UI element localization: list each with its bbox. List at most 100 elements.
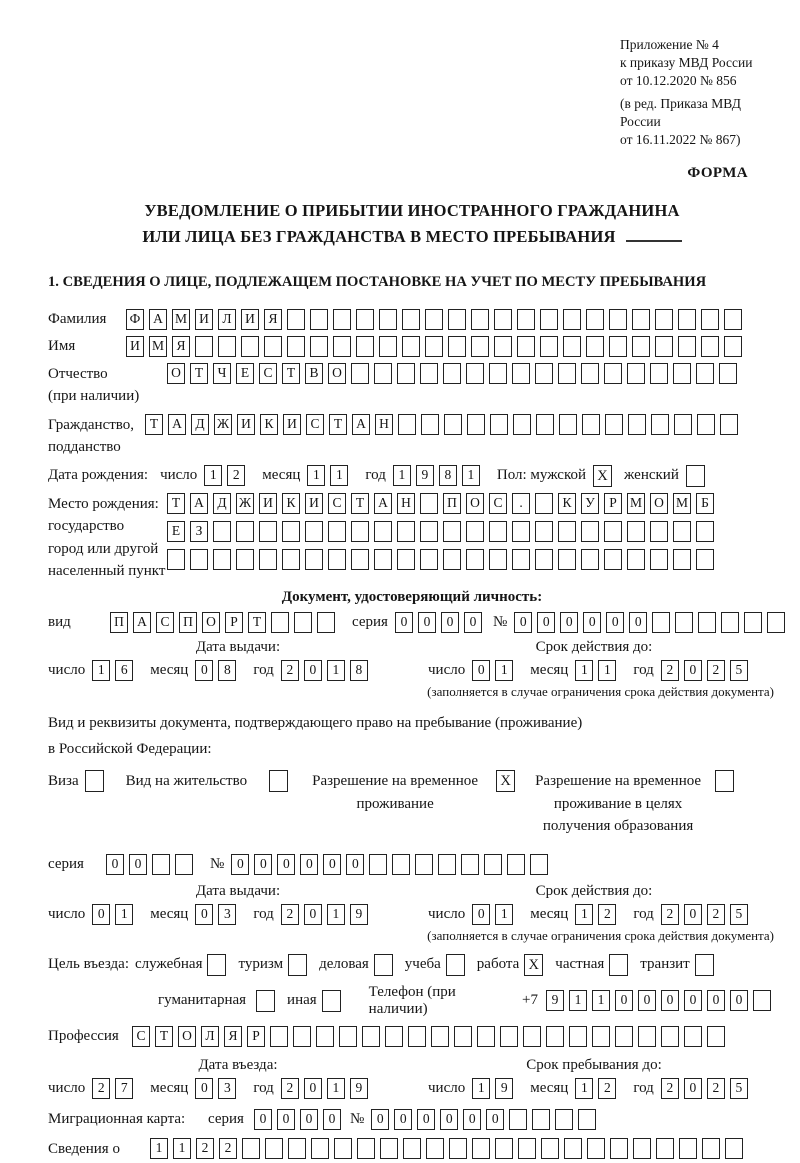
form-cell[interactable]: П [443, 492, 461, 514]
form-cell[interactable] [767, 611, 786, 633]
form-cell[interactable] [674, 413, 692, 435]
form-cell[interactable] [661, 1025, 679, 1047]
form-cell[interactable]: 0 [683, 659, 702, 681]
form-cell[interactable] [415, 853, 434, 875]
form-cell[interactable] [420, 362, 438, 384]
form-cell[interactable]: 0 [417, 1108, 436, 1130]
form-cell[interactable]: Н [397, 492, 415, 514]
form-cell[interactable]: 0 [583, 611, 602, 633]
form-cell[interactable]: 2 [660, 1077, 679, 1099]
form-cell[interactable]: 2 [706, 659, 725, 681]
form-cell[interactable] [213, 520, 231, 542]
form-cell[interactable]: Я [224, 1025, 242, 1047]
form-cell[interactable] [673, 520, 691, 542]
form-cell[interactable]: К [282, 492, 300, 514]
form-cell[interactable] [540, 308, 558, 330]
form-cell[interactable] [564, 1137, 582, 1159]
form-cell[interactable] [270, 1025, 288, 1047]
form-cell[interactable]: 3 [218, 1077, 237, 1099]
form-cell[interactable] [581, 548, 599, 570]
form-cell[interactable] [484, 853, 503, 875]
form-cell[interactable]: Т [351, 492, 369, 514]
form-cell[interactable]: Л [201, 1025, 219, 1047]
form-cell[interactable]: 1 [575, 659, 594, 681]
form-cell[interactable] [218, 335, 236, 357]
form-cell[interactable]: 0 [394, 1108, 413, 1130]
form-cell[interactable]: Я [264, 308, 282, 330]
form-cell[interactable] [259, 548, 277, 570]
form-cell[interactable] [316, 1025, 334, 1047]
form-cell[interactable] [426, 1137, 444, 1159]
form-cell[interactable] [656, 1137, 674, 1159]
form-cell[interactable]: 0 [276, 1108, 295, 1130]
form-cell[interactable] [701, 308, 719, 330]
form-cell[interactable]: 0 [231, 853, 250, 875]
form-cell[interactable]: 0 [346, 853, 365, 875]
form-cell[interactable] [195, 335, 213, 357]
form-cell[interactable] [586, 308, 604, 330]
form-cell[interactable]: 0 [683, 1077, 702, 1099]
form-cell[interactable]: 0 [606, 611, 625, 633]
form-cell[interactable]: С [259, 362, 277, 384]
form-cell[interactable] [305, 520, 323, 542]
form-cell[interactable] [356, 308, 374, 330]
form-cell[interactable]: К [260, 413, 278, 435]
form-cell[interactable] [310, 335, 328, 357]
form-cell[interactable] [471, 335, 489, 357]
form-cell[interactable]: 0 [472, 903, 491, 925]
form-cell[interactable] [408, 1025, 426, 1047]
form-cell[interactable]: 0 [472, 659, 491, 681]
form-cell[interactable]: 2 [706, 903, 725, 925]
form-cell[interactable]: 0 [92, 903, 111, 925]
form-cell[interactable] [328, 520, 346, 542]
form-cell[interactable]: 1 [326, 903, 345, 925]
form-cell[interactable] [719, 362, 737, 384]
form-cell[interactable] [615, 1025, 633, 1047]
form-cell[interactable]: А [190, 492, 208, 514]
form-cell[interactable]: 0 [129, 853, 147, 875]
form-cell[interactable] [652, 611, 671, 633]
form-cell[interactable] [236, 548, 254, 570]
form-cell[interactable]: 0 [303, 659, 322, 681]
form-cell[interactable]: 0 [707, 990, 725, 1012]
form-cell[interactable] [724, 308, 742, 330]
form-cell[interactable] [535, 362, 553, 384]
form-cell[interactable]: 0 [730, 990, 748, 1012]
form-cell[interactable]: 0 [195, 903, 214, 925]
form-cell[interactable] [293, 1025, 311, 1047]
form-cell[interactable]: 0 [683, 903, 702, 925]
form-cell[interactable] [471, 308, 489, 330]
form-cell[interactable]: И [237, 413, 255, 435]
form-cell[interactable]: И [305, 492, 323, 514]
form-cell[interactable] [628, 413, 646, 435]
form-cell[interactable]: Б [696, 492, 714, 514]
form-cell[interactable]: 1 [326, 659, 345, 681]
form-cell[interactable] [334, 1137, 352, 1159]
form-cell[interactable] [605, 413, 623, 435]
form-cell[interactable] [582, 413, 600, 435]
form-cell[interactable] [397, 548, 415, 570]
form-cell[interactable]: Т [282, 362, 300, 384]
form-cell[interactable]: 1 [461, 465, 480, 487]
form-cell[interactable] [638, 1025, 656, 1047]
form-cell[interactable]: И [126, 335, 144, 357]
form-cell[interactable] [724, 335, 742, 357]
form-cell[interactable]: С [156, 611, 174, 633]
form-cell[interactable]: Т [190, 362, 208, 384]
form-cell[interactable]: 0 [440, 611, 459, 633]
form-cell[interactable] [271, 611, 289, 633]
form-cell[interactable] [558, 520, 576, 542]
form-cell[interactable] [311, 1137, 329, 1159]
form-cell[interactable]: С [306, 413, 324, 435]
form-cell[interactable]: В [305, 362, 323, 384]
form-cell[interactable]: 9 [495, 1077, 514, 1099]
form-cell[interactable]: А [168, 413, 186, 435]
form-cell[interactable]: 5 [729, 659, 748, 681]
form-cell[interactable] [494, 308, 512, 330]
form-cell[interactable]: 0 [417, 611, 436, 633]
form-cell[interactable] [517, 335, 535, 357]
form-cell[interactable]: 0 [371, 1108, 390, 1130]
form-cell[interactable] [701, 335, 719, 357]
form-cell[interactable]: 2 [598, 903, 617, 925]
form-cell[interactable] [454, 1025, 472, 1047]
